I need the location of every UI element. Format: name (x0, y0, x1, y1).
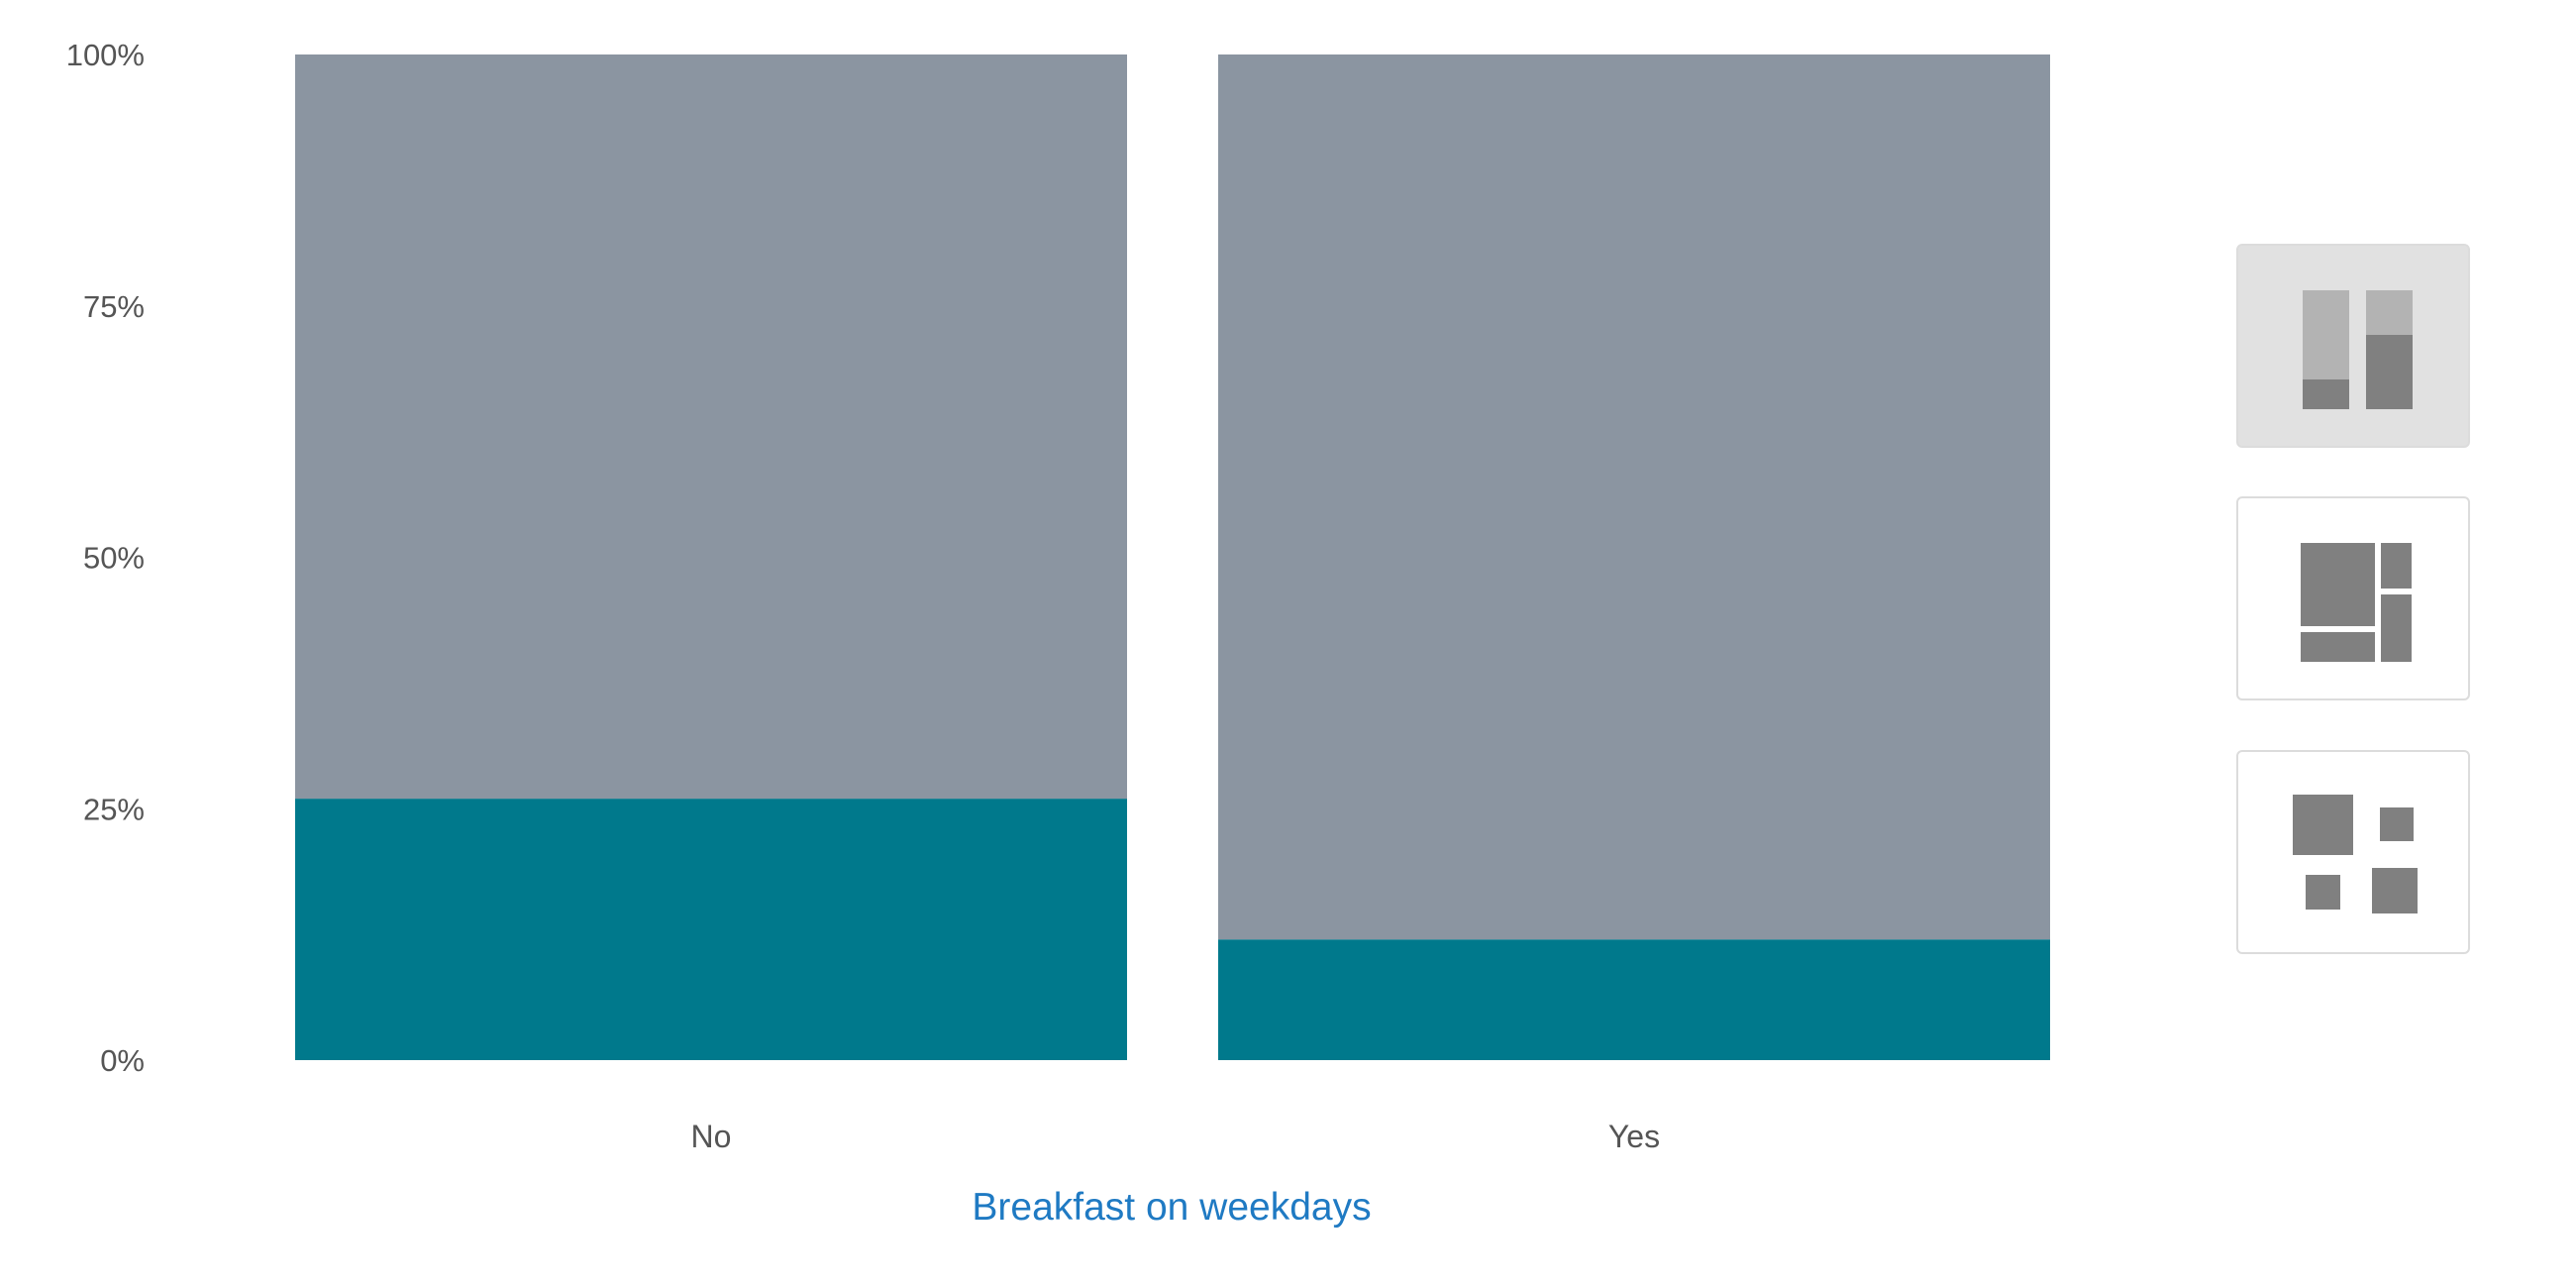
stacked-bar-chart-icon (2303, 290, 2413, 409)
y-tick-label: 50% (83, 541, 145, 576)
treemap-icon (2301, 543, 2412, 662)
bar-segment-no-0[interactable] (295, 799, 1127, 1060)
bubble-grid-icon (2293, 795, 2418, 913)
x-axis-title: Breakfast on weekdays (972, 1186, 1371, 1229)
bar-segment-yes-1[interactable] (1218, 54, 2050, 940)
y-tick-label: 0% (100, 1043, 145, 1078)
bar-segment-no-1[interactable] (295, 54, 1127, 800)
bar-segment-yes-0[interactable] (1218, 939, 2050, 1060)
chart: 0% 25% 50% 75% 100% No Yes Breakfast on weekd… (66, 38, 2050, 1229)
stacked-bar-view-button[interactable] (2236, 244, 2470, 448)
treemap-view-button[interactable] (2236, 496, 2470, 700)
y-axis: 0% 25% 50% 75% 100% (66, 38, 145, 1078)
x-tick-label: No (691, 1119, 732, 1154)
y-tick-label: 25% (83, 792, 145, 826)
bubble-grid-view-button[interactable] (2236, 750, 2470, 954)
bars (295, 54, 2050, 1060)
x-axis: No Yes (691, 1119, 1661, 1154)
y-tick-label: 75% (83, 289, 145, 324)
y-tick-label: 100% (66, 38, 145, 72)
x-tick-label: Yes (1608, 1119, 1660, 1154)
